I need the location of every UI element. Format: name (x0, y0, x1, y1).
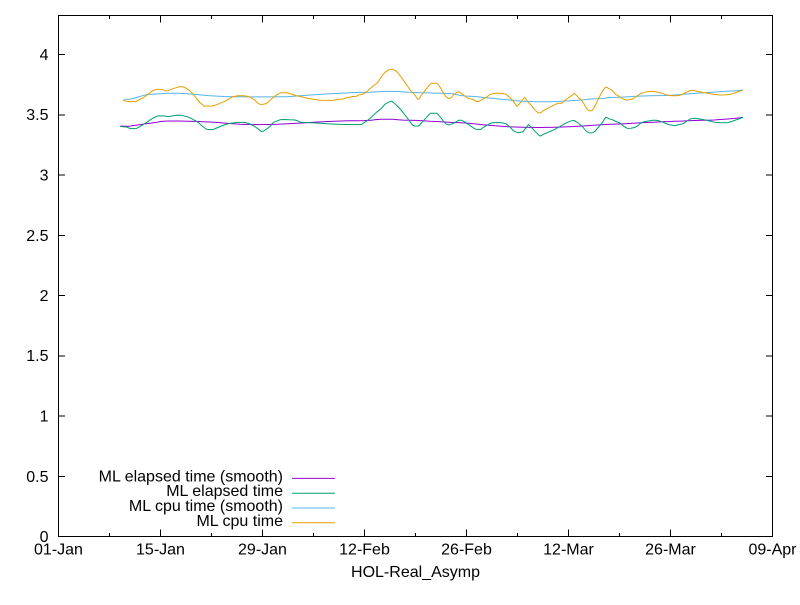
svg-text:2: 2 (40, 288, 49, 305)
svg-text:12-Feb: 12-Feb (339, 542, 390, 559)
svg-text:ML cpu time: ML cpu time (196, 513, 283, 530)
svg-text:29-Jan: 29-Jan (238, 542, 287, 559)
svg-text:12-Mar: 12-Mar (543, 542, 594, 559)
svg-text:1.5: 1.5 (26, 348, 48, 365)
svg-text:01-Jan: 01-Jan (34, 542, 83, 559)
svg-text:3: 3 (40, 168, 49, 185)
svg-text:3.5: 3.5 (26, 107, 48, 124)
svg-text:09-Apr: 09-Apr (748, 542, 797, 559)
svg-text:26-Mar: 26-Mar (645, 542, 696, 559)
svg-text:ML elapsed time (smooth): ML elapsed time (smooth) (99, 468, 283, 485)
svg-text:1: 1 (40, 409, 49, 426)
svg-text:0.5: 0.5 (26, 469, 48, 486)
svg-text:15-Jan: 15-Jan (136, 542, 185, 559)
svg-text:26-Feb: 26-Feb (441, 542, 492, 559)
svg-text:HOL-Real_Asymp: HOL-Real_Asymp (351, 564, 480, 581)
svg-text:ML cpu time (smooth): ML cpu time (smooth) (129, 498, 283, 515)
svg-text:ML elapsed time: ML elapsed time (166, 483, 283, 500)
svg-text:4: 4 (40, 47, 49, 64)
svg-text:2.5: 2.5 (26, 228, 48, 245)
svg-text:0: 0 (40, 529, 49, 546)
